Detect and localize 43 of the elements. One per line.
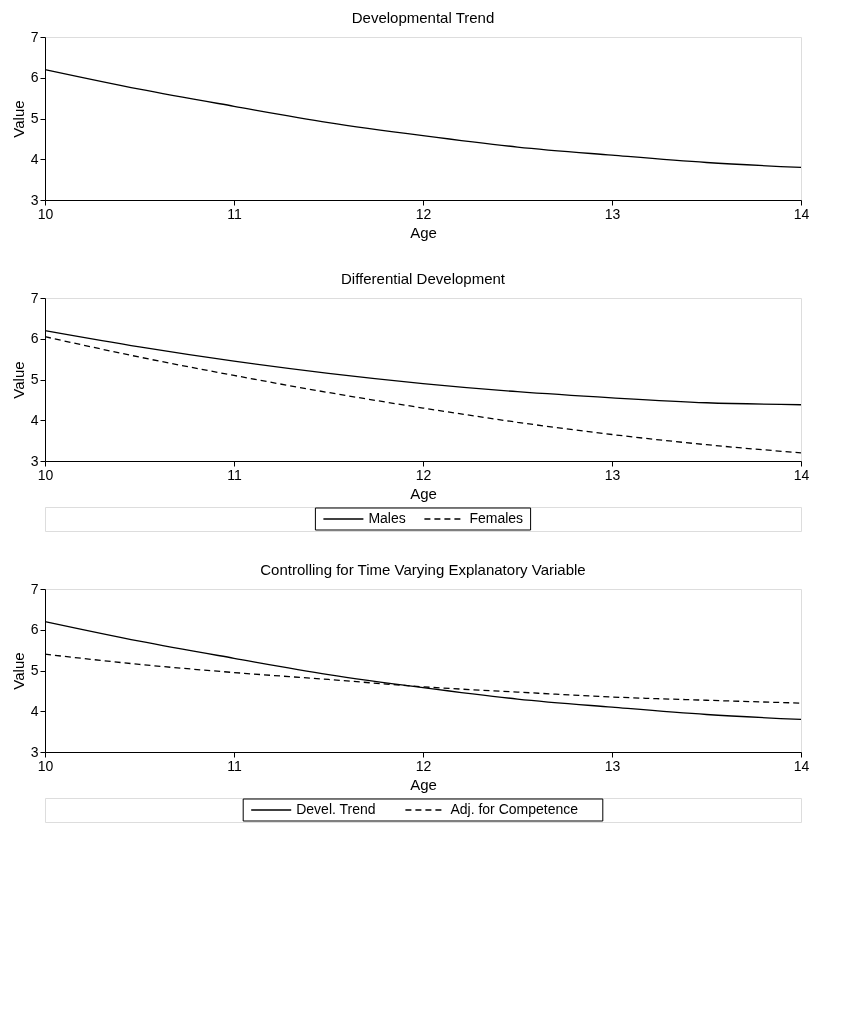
x-tick-label: 14 xyxy=(793,205,810,222)
y-tick-label: 6 xyxy=(30,621,39,638)
legend-label: Females xyxy=(469,510,524,526)
y-tick-label: 7 xyxy=(30,289,39,306)
x-tick-label: 11 xyxy=(227,205,242,222)
x-tick-label: 14 xyxy=(793,466,810,483)
x-axis-title: Age xyxy=(410,484,437,502)
y-tick-label: 7 xyxy=(30,580,39,597)
chart-title: Developmental Trend xyxy=(351,9,495,26)
x-tick-label: 12 xyxy=(415,466,432,483)
y-tick-label: 5 xyxy=(30,110,39,126)
x-tick-label: 12 xyxy=(415,205,432,222)
legend-label: Devel. Trend xyxy=(296,801,376,817)
y-axis-title: Value xyxy=(9,361,27,399)
y-axis-title: Value xyxy=(9,100,27,138)
y-tick-label: 6 xyxy=(30,69,39,86)
chart-title: Controlling for Time Varying Explanatory Variable xyxy=(260,561,586,578)
y-tick-label: 3 xyxy=(30,743,39,760)
x-tick-label: 13 xyxy=(604,205,621,222)
y-tick-label: 4 xyxy=(30,411,39,428)
y-tick-label: 3 xyxy=(30,452,39,469)
x-tick-label: 14 xyxy=(793,757,810,774)
y-tick-label: 5 xyxy=(30,371,39,387)
x-tick-label: 11 xyxy=(227,466,242,483)
y-axis-title: Value xyxy=(9,652,27,690)
y-tick-label: 4 xyxy=(30,150,39,167)
y-tick-label: 6 xyxy=(30,330,39,347)
y-tick-label: 4 xyxy=(30,702,39,719)
y-tick-label: 3 xyxy=(30,191,39,208)
x-tick-label: 13 xyxy=(604,757,621,774)
chart-title: Differential Development xyxy=(341,270,506,287)
x-tick-label: 12 xyxy=(415,757,432,774)
x-tick-label: 10 xyxy=(37,205,54,222)
x-axis-title: Age xyxy=(410,223,437,241)
y-tick-label: 7 xyxy=(30,28,39,45)
x-tick-label: 11 xyxy=(227,757,242,774)
x-tick-label: 13 xyxy=(604,466,621,483)
legend-label: Males xyxy=(368,510,406,526)
legend-label: Adj. for Competence xyxy=(450,801,579,817)
x-tick-label: 10 xyxy=(37,757,54,774)
y-tick-label: 5 xyxy=(30,662,39,678)
x-axis-title: Age xyxy=(410,775,437,793)
x-tick-label: 10 xyxy=(37,466,54,483)
